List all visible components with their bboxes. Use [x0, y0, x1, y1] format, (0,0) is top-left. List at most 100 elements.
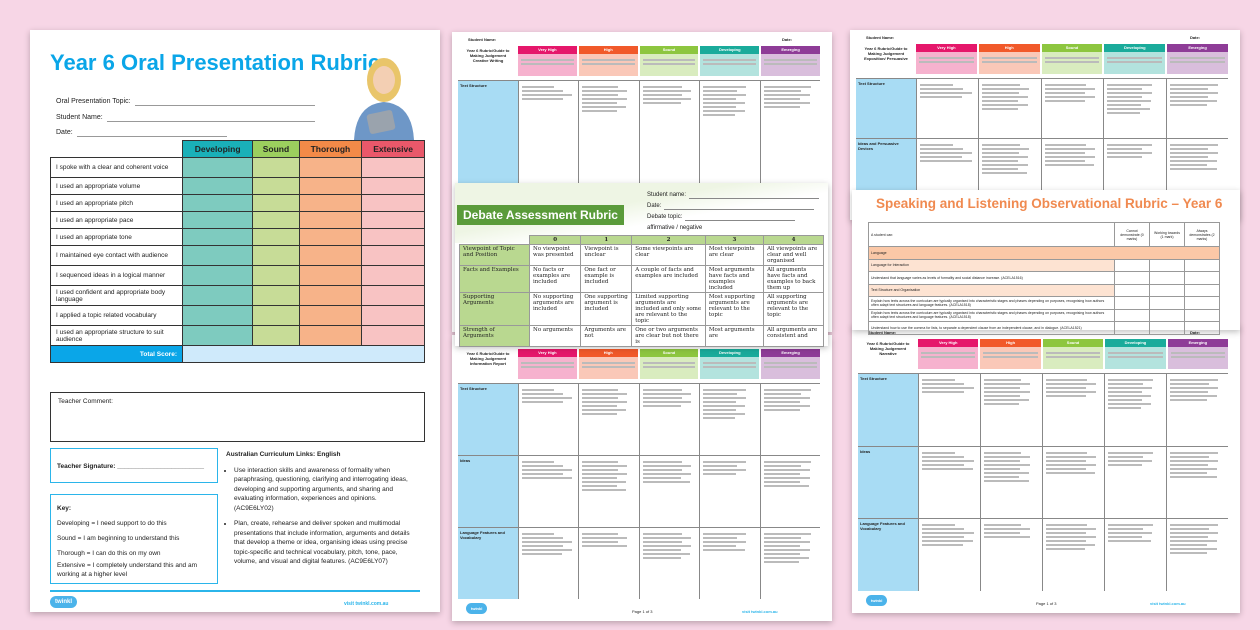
score-cell[interactable] [252, 157, 300, 178]
rubric-cell [699, 456, 759, 527]
mark-cell[interactable] [1114, 321, 1150, 335]
student-name-field[interactable]: Student name: [647, 192, 820, 199]
visit-link[interactable]: visit twinkl.com.au [742, 609, 778, 614]
score-cell[interactable] [252, 305, 300, 326]
level-header: Developing [1104, 44, 1166, 52]
teacher-comment-box[interactable]: Teacher Comment: [50, 392, 425, 442]
mark-cell[interactable] [1184, 271, 1220, 285]
score-cell[interactable] [252, 228, 300, 246]
mark-cell[interactable] [1149, 283, 1185, 297]
mark-cell[interactable] [1114, 258, 1150, 272]
criteria-cell[interactable]: No viewpoint was presented [528, 244, 582, 266]
mark-cell[interactable] [1114, 308, 1150, 322]
score-cell[interactable] [361, 265, 425, 286]
mark-cell[interactable] [1184, 296, 1220, 310]
score-cell[interactable] [181, 228, 254, 246]
score-cell[interactable] [252, 194, 300, 212]
visit-link[interactable]: visit twinkl.com.au [344, 601, 389, 607]
criteria-cell[interactable]: One or two arguments are clear but not t… [631, 325, 706, 347]
criteria-cell[interactable]: Most arguments have facts and examples i… [704, 265, 765, 293]
criteria-cell[interactable]: All arguments are consistent and [763, 325, 824, 347]
visit-link[interactable]: visit twinkl.com.au [1150, 601, 1186, 606]
score-cell[interactable] [298, 305, 363, 326]
score-cell[interactable] [361, 228, 425, 246]
level-description [1042, 347, 1104, 369]
criteria-cell[interactable]: Some viewpoints are clear [631, 244, 706, 266]
criteria-cell[interactable]: Limited supporting arguments are include… [631, 292, 706, 326]
score-cell[interactable] [298, 211, 363, 229]
score-cell[interactable] [298, 245, 363, 266]
score-cell[interactable] [298, 228, 363, 246]
score-cell[interactable] [361, 157, 425, 178]
score-cell[interactable] [252, 177, 300, 195]
mark-cell[interactable] [1114, 296, 1150, 310]
rubric-cell [518, 456, 578, 527]
score-cell[interactable] [181, 211, 254, 229]
criteria-cell[interactable]: No facts or examples are included [528, 265, 582, 293]
score-cell[interactable] [298, 265, 363, 286]
mark-cell[interactable] [1149, 258, 1185, 272]
criteria-cell[interactable]: Arguments are not [580, 325, 633, 347]
score-cell[interactable] [181, 305, 254, 326]
mark-cell[interactable] [1149, 296, 1185, 310]
criteria-cell[interactable]: All viewpoints are clear and well organi… [763, 244, 824, 266]
score-cell[interactable] [298, 285, 363, 306]
score-cell[interactable] [361, 245, 425, 266]
score-cell[interactable] [298, 194, 363, 212]
criteria-cell[interactable]: All supporting arguments are relevant to… [763, 292, 824, 326]
criteria-cell[interactable]: No arguments [528, 325, 582, 347]
score-cell[interactable] [298, 157, 363, 178]
debate-topic-field[interactable]: Debate topic: [647, 214, 796, 221]
date-field[interactable]: Date: [56, 129, 227, 137]
score-cell[interactable] [361, 177, 425, 195]
criteria-cell[interactable]: One supporting argument is included [580, 292, 633, 326]
score-cell[interactable] [252, 285, 300, 306]
criteria-cell[interactable]: Most supporting arguments are relevant t… [704, 292, 765, 326]
score-cell[interactable] [181, 194, 254, 212]
score-cell[interactable] [298, 177, 363, 195]
criteria-cell[interactable]: Most viewpoints are clear [704, 244, 765, 266]
criteria-cell[interactable]: Viewpoint is unclear [580, 244, 633, 266]
mark-cell[interactable] [1114, 283, 1150, 297]
teacher-signature-box[interactable]: Teacher Signature: _____________________… [50, 448, 218, 483]
mark-cell[interactable] [1184, 308, 1220, 322]
criteria-cell[interactable]: Most arguments are [704, 325, 765, 347]
score-cell[interactable] [181, 177, 254, 195]
criteria-cell[interactable]: A couple of facts and examples are inclu… [631, 265, 706, 293]
level-description [761, 54, 820, 76]
score-cell[interactable] [361, 285, 425, 306]
score-cell[interactable] [361, 325, 425, 346]
mark-cell[interactable] [1114, 271, 1150, 285]
level-description [639, 54, 699, 76]
score-cell[interactable] [252, 325, 300, 346]
score-cell[interactable] [252, 265, 300, 286]
criteria-cell[interactable]: No supporting arguments are included [528, 292, 582, 326]
score-cell[interactable] [181, 325, 254, 346]
level-header: Sound [639, 46, 699, 54]
criteria-cell[interactable]: One fact or example is included [580, 265, 633, 293]
score-cell[interactable] [181, 245, 254, 266]
score-cell[interactable] [181, 285, 254, 306]
rubric-cell [638, 384, 699, 455]
mark-cell[interactable] [1184, 258, 1220, 272]
mark-cell[interactable] [1149, 271, 1185, 285]
score-cell[interactable] [361, 194, 425, 212]
date-field[interactable]: Date: [647, 203, 815, 210]
mark-cell[interactable] [1149, 308, 1185, 322]
score-cell[interactable] [181, 157, 254, 178]
score-cell[interactable] [181, 265, 254, 286]
score-cell[interactable] [252, 211, 300, 229]
topic-field[interactable]: Oral Presentation Topic: [56, 98, 315, 106]
criteria-row: I spoke with a clear and coherent voice [50, 157, 425, 178]
score-cell[interactable] [252, 245, 300, 266]
score-cell[interactable] [361, 305, 425, 326]
rubric-row: Ideas and Persuasive Devices [856, 138, 1228, 198]
student-name-field[interactable]: Student Name: [56, 114, 315, 122]
criteria-cell[interactable]: All arguments have facts and examples to… [763, 265, 824, 293]
mark-cell[interactable] [1184, 283, 1220, 297]
mark-cell[interactable] [1184, 321, 1220, 335]
mark-cell[interactable] [1149, 321, 1185, 335]
score-cell[interactable] [298, 325, 363, 346]
score-cell[interactable] [361, 211, 425, 229]
total-score-cell[interactable] [182, 345, 425, 363]
